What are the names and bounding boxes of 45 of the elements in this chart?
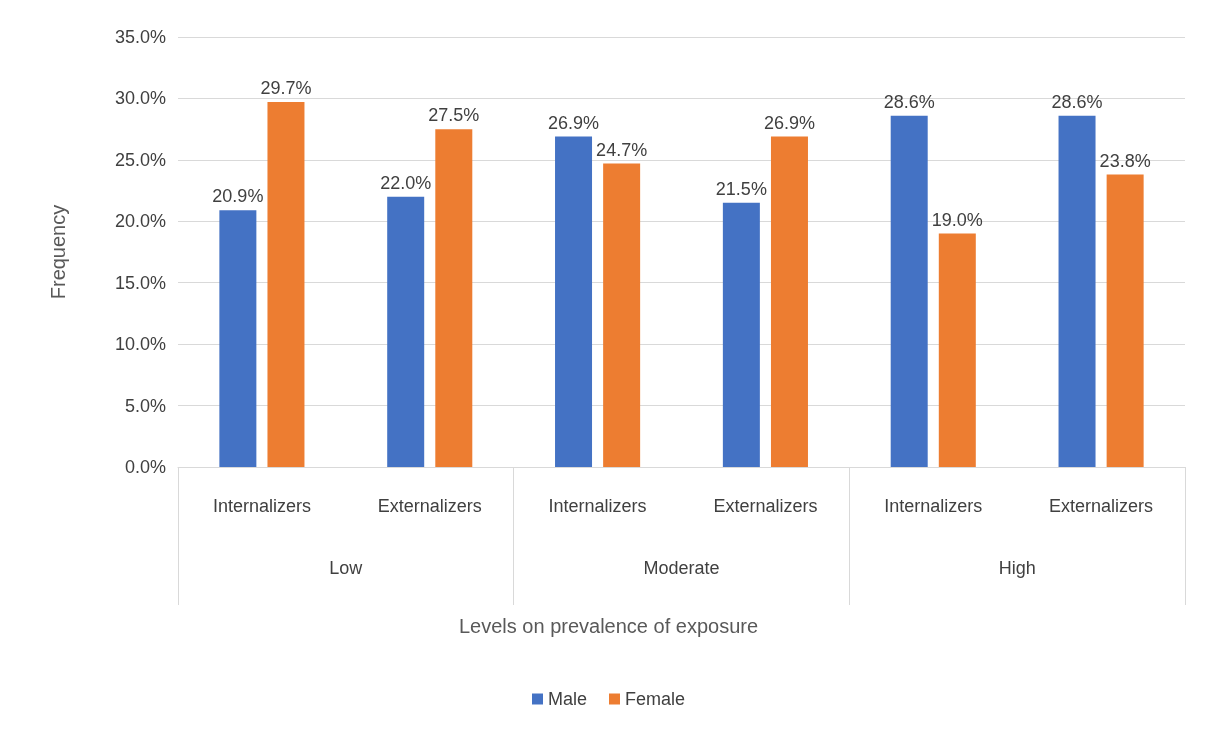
text: High (998, 558, 1036, 578)
bar (770, 136, 808, 467)
y-tick-label: 5.0% (124, 395, 166, 416)
bar (722, 202, 760, 467)
bar (387, 196, 425, 467)
bar (435, 129, 473, 467)
legend-label: Female (625, 689, 686, 709)
y-tick-label: 25.0% (114, 149, 166, 170)
data-label: 28.6% (1051, 91, 1103, 112)
data-label: 21.5% (715, 178, 767, 199)
text: Levels on prevalence of exposure (458, 615, 759, 637)
data-label: 26.9% (763, 112, 815, 133)
legend-label: Male (547, 689, 587, 709)
x-tick-label: Externalizers (713, 496, 818, 516)
y-tick-label: 35.0% (114, 27, 166, 47)
data-label: 26.9% (548, 112, 600, 133)
bar (1058, 115, 1096, 467)
bar (603, 163, 641, 467)
bar (219, 210, 257, 467)
x-tick-label: Externalizers (377, 496, 482, 516)
x-tick-label: Internalizers (212, 496, 311, 516)
bar (938, 233, 976, 467)
x-tick-label: Internalizers (884, 496, 983, 516)
data-label: 24.7% (596, 139, 648, 160)
data-label: 29.7% (260, 78, 312, 99)
data-label: 28.6% (883, 91, 935, 112)
x-tick-label: Externalizers (1049, 496, 1154, 516)
text: Low (329, 558, 364, 578)
y-tick-label: 0.0% (124, 457, 166, 477)
data-label: 19.0% (931, 209, 983, 230)
text: Moderate (643, 558, 720, 578)
x-tick-label: Internalizers (548, 496, 647, 516)
y-tick-label: 10.0% (114, 334, 166, 355)
y-tick-label: 30.0% (114, 88, 166, 109)
bar (890, 115, 928, 467)
data-label: 27.5% (428, 105, 480, 126)
bar (1106, 174, 1144, 467)
y-tick-label: 15.0% (114, 272, 166, 293)
y-tick-label: 20.0% (114, 211, 166, 232)
bar (267, 102, 305, 467)
data-label: 23.8% (1099, 150, 1151, 171)
y-axis-title: Frequency (47, 204, 69, 300)
data-label: 22.0% (380, 172, 432, 193)
data-label: 20.9% (212, 186, 264, 207)
bar (555, 136, 593, 467)
